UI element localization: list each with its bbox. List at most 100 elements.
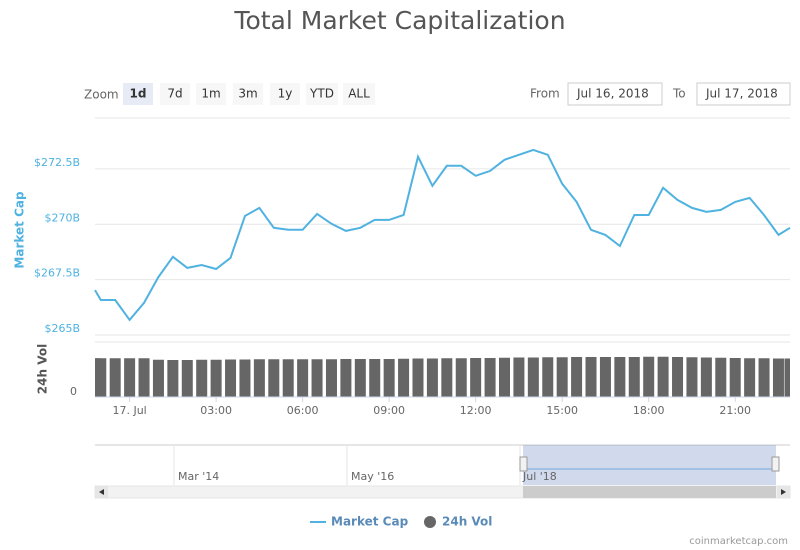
y-tick-label: $270B: [44, 211, 80, 224]
credit: coinmarketcap.com: [689, 536, 788, 547]
volume-bar: [268, 359, 280, 397]
from-label: From: [530, 87, 560, 101]
volume-bar: [138, 358, 150, 397]
y-axis-label: Market Cap: [13, 191, 27, 269]
from-input[interactable]: [567, 82, 663, 106]
y2-axis-label: 24h Vol: [36, 344, 50, 394]
volume-bar: [196, 359, 208, 397]
volume-bar: [109, 358, 121, 397]
navigator-label: May '16: [351, 470, 394, 483]
volume-bar: [513, 357, 525, 397]
y-tick-label: $272.5B: [34, 156, 80, 169]
volume-bar: [686, 357, 698, 397]
volume-bar: [297, 359, 309, 397]
volume-bar: [210, 359, 222, 397]
zoom-button-label[interactable]: 1d: [130, 87, 147, 101]
zoom-button-label[interactable]: 1y: [278, 87, 293, 101]
zoom-button-label[interactable]: ALL: [348, 87, 370, 101]
volume-bar: [700, 357, 712, 397]
volume-bar: [614, 357, 626, 397]
volume-bar: [398, 358, 410, 397]
volume-bar: [499, 357, 511, 397]
volume-bar: [181, 360, 193, 397]
volume-bar: [412, 358, 424, 397]
x-tick-label: 12:00: [460, 404, 492, 417]
volume-bar: [325, 359, 337, 397]
volume-bar: [758, 358, 770, 397]
volume-bar: [354, 359, 366, 397]
zoom-button-label[interactable]: YTD: [309, 87, 334, 101]
volume-bar: [784, 358, 790, 397]
volume-bar: [253, 359, 265, 397]
x-tick-label: 17. Jul: [112, 404, 146, 417]
volume-bar: [311, 359, 323, 397]
volume-bar: [124, 358, 136, 397]
volume-bar: [556, 357, 568, 397]
volume-bar: [167, 360, 179, 397]
volume-bar: [744, 358, 756, 397]
volume-bar: [369, 359, 381, 397]
volume-bar: [441, 358, 453, 397]
zoom-button[interactable]: [196, 83, 226, 105]
volume-bar: [628, 357, 640, 397]
volume-bar: [282, 359, 294, 397]
navigator-mask[interactable]: [523, 445, 776, 485]
volume-bar: [729, 358, 741, 397]
volume-bar: [571, 357, 583, 397]
volume-bar: [95, 358, 107, 397]
arrow: [781, 489, 786, 495]
x-tick-label: 06:00: [287, 404, 319, 417]
zoom-button[interactable]: [270, 83, 300, 105]
to-input[interactable]: [696, 82, 791, 106]
arrow: [99, 489, 104, 495]
volume-bar: [455, 358, 467, 397]
volume-bar: [340, 359, 352, 397]
volume-bar: [599, 357, 611, 397]
navigator-handle[interactable]: [519, 456, 528, 472]
x-tick-label: 21:00: [719, 404, 751, 417]
zoom-label: Zoom: [84, 88, 119, 102]
legend-label[interactable]: Market Cap: [331, 515, 409, 529]
volume-bar: [715, 357, 727, 397]
volume-bar: [225, 359, 237, 397]
zoom-button[interactable]: [233, 83, 263, 105]
x-tick-label: 03:00: [200, 404, 232, 417]
to-value[interactable]: Jul 17, 2018: [705, 87, 778, 101]
navigator-label: Jul '18: [522, 470, 557, 483]
from-value[interactable]: Jul 16, 2018: [576, 87, 649, 101]
volume-bar: [470, 358, 482, 397]
zoom-button[interactable]: [306, 83, 338, 105]
x-tick-label: 15:00: [546, 404, 578, 417]
chart-title: Total Market Capitalization: [233, 6, 565, 35]
zoom-button-label[interactable]: 7d: [167, 87, 182, 101]
legend-label[interactable]: 24h Vol: [442, 515, 492, 529]
to-label: To: [672, 87, 686, 101]
volume-bar: [152, 359, 164, 397]
volume-bar: [383, 359, 395, 397]
scrollbar-thumb[interactable]: [523, 486, 776, 498]
volume-bar: [672, 357, 684, 397]
navigator-handle[interactable]: [771, 456, 780, 472]
market-cap-line: [94, 148, 791, 322]
zoom-button[interactable]: [123, 83, 153, 105]
zoom-button[interactable]: [343, 83, 375, 105]
y-tick-label: $267.5B: [34, 267, 80, 280]
zoom-button-label[interactable]: 1m: [201, 87, 220, 101]
zoom-button-label[interactable]: 3m: [238, 87, 257, 101]
volume-bar: [585, 357, 597, 397]
volume-bar: [657, 356, 669, 397]
volume-bar: [643, 356, 655, 397]
x-tick-label: 18:00: [633, 404, 665, 417]
volume-bar: [772, 358, 784, 397]
volume-bar: [239, 359, 251, 397]
navigator-label: Mar '14: [178, 470, 219, 483]
volume-bar: [542, 357, 554, 397]
volume-bar: [527, 357, 539, 397]
y2-tick-label: 0: [70, 385, 77, 398]
x-tick-label: 09:00: [373, 404, 405, 417]
zoom-button[interactable]: [160, 83, 190, 105]
y-tick-label: $265B: [44, 322, 80, 335]
volume-bar: [426, 358, 438, 397]
legend-symbol: [424, 516, 436, 528]
